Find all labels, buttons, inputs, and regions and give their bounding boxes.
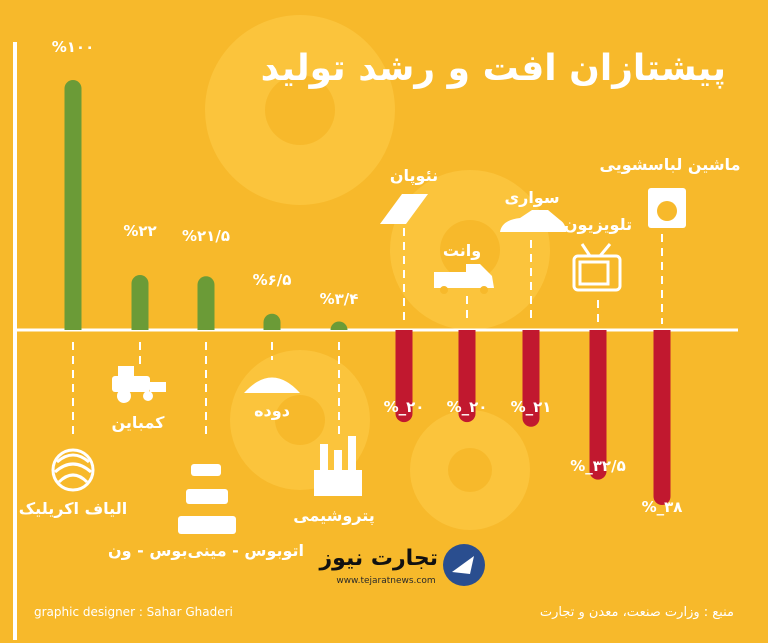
category-label: کمباین <box>112 413 166 432</box>
car-icon <box>500 210 566 232</box>
y-axis-line <box>13 42 17 640</box>
brand-site: www.tejaratnews.com <box>336 576 435 586</box>
source-note: منبع : وزارت صنعت، معدن و تجارت <box>540 605 734 620</box>
bar <box>653 330 671 505</box>
category-label: وانت <box>443 241 481 260</box>
chart-title: پیشتازان افت و رشد تولید <box>261 48 726 89</box>
pickup-icon <box>434 264 494 294</box>
bar <box>263 313 281 330</box>
value-label: %۲۱/۵ <box>182 227 230 245</box>
gear-hole-icon <box>265 75 500 492</box>
wool-icon <box>51 448 95 492</box>
value-label: %_۲۰ <box>447 398 488 416</box>
category-label: سواری <box>504 188 559 207</box>
category-label: اتوبوس - مینی‌بوس - ون <box>108 541 304 560</box>
designer-credit: graphic designer : Sahar Ghaderi <box>34 605 233 619</box>
value-label: %۲۲ <box>123 222 156 240</box>
combine-harvester-icon <box>112 366 166 403</box>
category-label: پتروشیمی <box>293 506 375 526</box>
value-label: %_۳۸ <box>642 498 683 516</box>
brand-logo <box>443 544 485 586</box>
value-label: %_۲۱ <box>511 398 552 416</box>
category-label: تلویزیون <box>564 215 632 234</box>
category-label: الیاف اکریلیک <box>19 499 127 518</box>
dust-pile-icon <box>244 377 300 393</box>
bus-icon <box>178 464 236 534</box>
bar <box>522 330 540 427</box>
brand-name: تجارت نیوز <box>318 546 438 571</box>
value-label: %_۳۲/۵ <box>570 457 625 475</box>
category-label: ماشین لباسشویی <box>600 155 741 174</box>
category-label: دوده <box>254 401 290 420</box>
bar <box>589 330 607 480</box>
bar <box>131 275 149 330</box>
bar <box>330 321 348 330</box>
bar <box>197 276 215 330</box>
value-label: %_۲۰ <box>384 398 425 416</box>
value-label: %۳/۴ <box>320 290 359 308</box>
category-label: نئوپان <box>390 166 438 186</box>
value-label: %۱۰۰ <box>52 38 95 56</box>
value-label: %۶/۵ <box>253 271 292 289</box>
tv-icon <box>572 243 622 292</box>
board-icon <box>380 194 428 224</box>
bar <box>64 80 82 330</box>
bar <box>395 330 413 423</box>
factory-icon <box>314 436 362 496</box>
washing-machine-icon <box>648 188 686 228</box>
bar <box>458 330 476 423</box>
